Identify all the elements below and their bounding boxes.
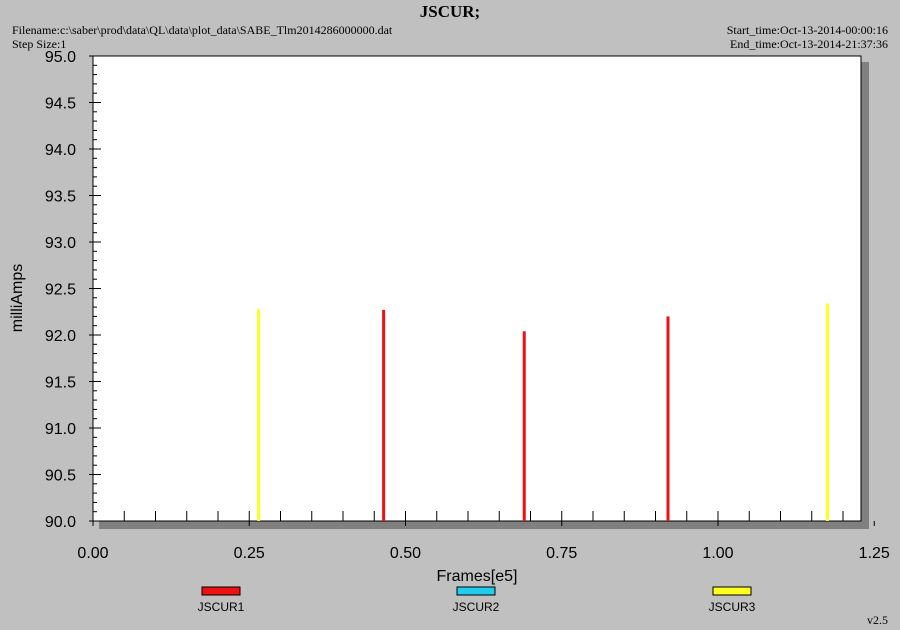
legend-label-jscur1: JSCUR1 (198, 600, 245, 614)
bars (257, 303, 829, 521)
step-size-label: Step Size:1 (12, 37, 67, 51)
version-label: v2.5 (867, 613, 888, 627)
bar-jscur1-0 (382, 309, 386, 521)
start-time-label: Start_time:Oct-13-2014-00:00:16 (726, 23, 888, 37)
filename-label: Filename:c:\saber\prod\data\QL\data\plot… (12, 23, 393, 37)
x-tick-label: 1.00 (702, 545, 733, 562)
x-axis-label: Frames[e5] (437, 568, 518, 585)
x-tick-label: 0.75 (546, 545, 577, 562)
y-tick-label: 90.5 (45, 468, 76, 485)
legend-label-jscur3: JSCUR3 (709, 600, 756, 614)
x-tick-label: 0.50 (390, 545, 421, 562)
y-tick-label: 93.0 (45, 235, 76, 252)
bar-jscur1-1 (522, 331, 526, 521)
y-tick-label: 90.0 (45, 514, 76, 531)
end-time-label: End_time:Oct-13-2014-21:37:36 (730, 37, 888, 51)
legend-swatch-jscur1 (201, 586, 241, 596)
y-tick-label: 91.0 (45, 421, 76, 438)
y-tick-label: 91.5 (45, 375, 76, 392)
legend: JSCUR1 JSCUR2 JSCUR3 (198, 586, 756, 614)
y-tick-label: 93.5 (45, 189, 76, 206)
y-tick-label: 95.0 (45, 49, 76, 66)
x-axis: 0.000.250.500.751.001.251.501.752.002.25 (77, 511, 890, 562)
chart-title: JSCUR; (419, 2, 481, 21)
y-axis-label: milliAmps (9, 264, 26, 332)
y-tick-label: 92.0 (45, 328, 76, 345)
x-tick-label: 0.25 (234, 545, 265, 562)
bar-jscur1-2 (666, 316, 670, 521)
y-tick-label: 94.5 (45, 96, 76, 113)
bar-jscur3-1 (825, 303, 829, 521)
bar-jscur3-0 (257, 308, 261, 521)
y-axis: 90.0 90.5 91.0 91.5 92.0 92.5 93.0 93.5 94.0 94.5… (45, 49, 101, 531)
legend-swatch-jscur2 (456, 586, 496, 596)
x-tick-label: 1.25 (859, 545, 890, 562)
plot-area (92, 55, 862, 522)
legend-label-jscur2: JSCUR2 (453, 600, 500, 614)
x-tick-label: 0.00 (77, 545, 108, 562)
y-tick-label: 92.5 (45, 282, 76, 299)
y-tick-label: 94.0 (45, 142, 76, 159)
legend-swatch-jscur3 (712, 586, 752, 596)
